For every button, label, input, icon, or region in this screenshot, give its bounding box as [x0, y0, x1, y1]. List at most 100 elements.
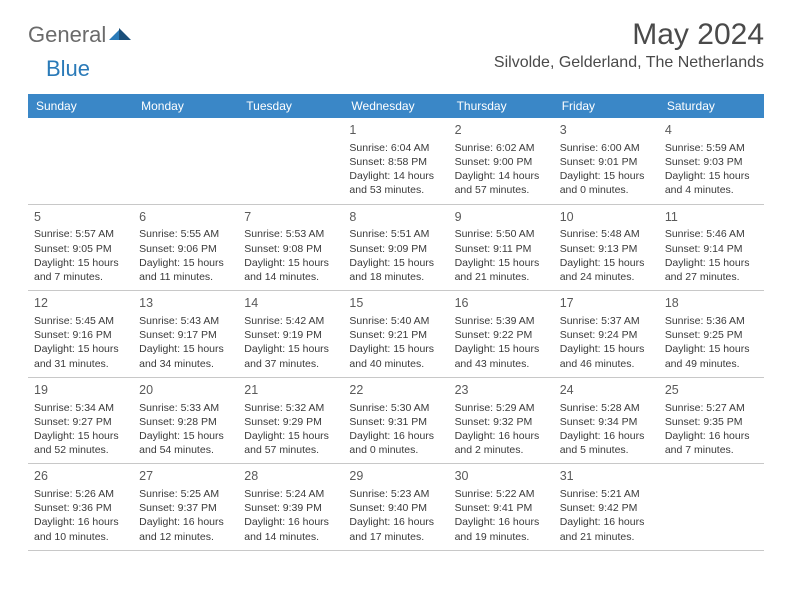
- sunrise-text: Sunrise: 5:21 AM: [560, 487, 653, 501]
- sunset-text: Sunset: 9:09 PM: [349, 242, 442, 256]
- day-cell: 10Sunrise: 5:48 AMSunset: 9:13 PMDayligh…: [554, 205, 659, 291]
- day-cell: [659, 464, 764, 550]
- day-cell: 24Sunrise: 5:28 AMSunset: 9:34 PMDayligh…: [554, 378, 659, 464]
- daylight-text: and 7 minutes.: [665, 443, 758, 457]
- daylight-text: Daylight: 15 hours: [139, 342, 232, 356]
- sunrise-text: Sunrise: 5:37 AM: [560, 314, 653, 328]
- day-number: 13: [139, 295, 232, 312]
- calendar: SundayMondayTuesdayWednesdayThursdayFrid…: [28, 94, 764, 551]
- sunrise-text: Sunrise: 5:30 AM: [349, 401, 442, 415]
- sunset-text: Sunset: 9:24 PM: [560, 328, 653, 342]
- day-number: 9: [455, 209, 548, 226]
- sunrise-text: Sunrise: 5:50 AM: [455, 227, 548, 241]
- daylight-text: and 10 minutes.: [34, 530, 127, 544]
- day-number: 19: [34, 382, 127, 399]
- daylight-text: Daylight: 14 hours: [349, 169, 442, 183]
- brand-part1: General: [28, 22, 106, 48]
- day-number: 30: [455, 468, 548, 485]
- sunrise-text: Sunrise: 5:29 AM: [455, 401, 548, 415]
- day-cell: 18Sunrise: 5:36 AMSunset: 9:25 PMDayligh…: [659, 291, 764, 377]
- day-number: 15: [349, 295, 442, 312]
- day-number: 10: [560, 209, 653, 226]
- daylight-text: and 21 minutes.: [455, 270, 548, 284]
- sunrise-text: Sunrise: 5:23 AM: [349, 487, 442, 501]
- day-cell: 21Sunrise: 5:32 AMSunset: 9:29 PMDayligh…: [238, 378, 343, 464]
- daylight-text: and 2 minutes.: [455, 443, 548, 457]
- sunrise-text: Sunrise: 5:34 AM: [34, 401, 127, 415]
- brand-mark-icon: [109, 24, 131, 45]
- day-cell: [133, 118, 238, 204]
- daylight-text: Daylight: 15 hours: [560, 256, 653, 270]
- sunrise-text: Sunrise: 6:04 AM: [349, 141, 442, 155]
- sunrise-text: Sunrise: 5:40 AM: [349, 314, 442, 328]
- day-number: 18: [665, 295, 758, 312]
- day-number: 27: [139, 468, 232, 485]
- day-number: 24: [560, 382, 653, 399]
- brand-part2: Blue: [46, 56, 90, 82]
- day-number: 31: [560, 468, 653, 485]
- sunrise-text: Sunrise: 5:26 AM: [34, 487, 127, 501]
- day-cell: 13Sunrise: 5:43 AMSunset: 9:17 PMDayligh…: [133, 291, 238, 377]
- day-cell: 19Sunrise: 5:34 AMSunset: 9:27 PMDayligh…: [28, 378, 133, 464]
- sunrise-text: Sunrise: 5:27 AM: [665, 401, 758, 415]
- daylight-text: Daylight: 15 hours: [349, 342, 442, 356]
- sunrise-text: Sunrise: 5:57 AM: [34, 227, 127, 241]
- daylight-text: and 54 minutes.: [139, 443, 232, 457]
- day-number: 17: [560, 295, 653, 312]
- daylight-text: Daylight: 16 hours: [560, 429, 653, 443]
- daylight-text: Daylight: 16 hours: [349, 515, 442, 529]
- day-cell: 3Sunrise: 6:00 AMSunset: 9:01 PMDaylight…: [554, 118, 659, 204]
- sunrise-text: Sunrise: 5:55 AM: [139, 227, 232, 241]
- day-number: 28: [244, 468, 337, 485]
- sunset-text: Sunset: 9:08 PM: [244, 242, 337, 256]
- daylight-text: and 19 minutes.: [455, 530, 548, 544]
- daylight-text: Daylight: 15 hours: [665, 169, 758, 183]
- sunset-text: Sunset: 9:03 PM: [665, 155, 758, 169]
- month-title: May 2024: [494, 18, 764, 52]
- calendar-body: 1Sunrise: 6:04 AMSunset: 8:58 PMDaylight…: [28, 118, 764, 551]
- sunset-text: Sunset: 9:28 PM: [139, 415, 232, 429]
- sunset-text: Sunset: 9:39 PM: [244, 501, 337, 515]
- daylight-text: Daylight: 15 hours: [455, 342, 548, 356]
- daylight-text: Daylight: 16 hours: [665, 429, 758, 443]
- daylight-text: Daylight: 15 hours: [455, 256, 548, 270]
- daylight-text: and 49 minutes.: [665, 357, 758, 371]
- week-row: 5Sunrise: 5:57 AMSunset: 9:05 PMDaylight…: [28, 205, 764, 292]
- daylight-text: Daylight: 15 hours: [560, 342, 653, 356]
- day-cell: 7Sunrise: 5:53 AMSunset: 9:08 PMDaylight…: [238, 205, 343, 291]
- day-cell: 15Sunrise: 5:40 AMSunset: 9:21 PMDayligh…: [343, 291, 448, 377]
- day-header: Thursday: [449, 94, 554, 118]
- brand-logo: General: [28, 22, 133, 48]
- daylight-text: Daylight: 15 hours: [665, 256, 758, 270]
- sunrise-text: Sunrise: 5:24 AM: [244, 487, 337, 501]
- day-cell: 27Sunrise: 5:25 AMSunset: 9:37 PMDayligh…: [133, 464, 238, 550]
- daylight-text: Daylight: 15 hours: [34, 256, 127, 270]
- daylight-text: and 53 minutes.: [349, 183, 442, 197]
- day-number: 1: [349, 122, 442, 139]
- sunrise-text: Sunrise: 5:25 AM: [139, 487, 232, 501]
- sunset-text: Sunset: 9:19 PM: [244, 328, 337, 342]
- sunset-text: Sunset: 9:16 PM: [34, 328, 127, 342]
- daylight-text: and 37 minutes.: [244, 357, 337, 371]
- sunset-text: Sunset: 9:40 PM: [349, 501, 442, 515]
- daylight-text: and 18 minutes.: [349, 270, 442, 284]
- day-number: 29: [349, 468, 442, 485]
- day-cell: 30Sunrise: 5:22 AMSunset: 9:41 PMDayligh…: [449, 464, 554, 550]
- daylight-text: and 7 minutes.: [34, 270, 127, 284]
- day-header: Tuesday: [238, 94, 343, 118]
- daylight-text: and 0 minutes.: [349, 443, 442, 457]
- sunset-text: Sunset: 9:11 PM: [455, 242, 548, 256]
- day-cell: 25Sunrise: 5:27 AMSunset: 9:35 PMDayligh…: [659, 378, 764, 464]
- sunset-text: Sunset: 9:13 PM: [560, 242, 653, 256]
- day-cell: 29 Sunrise: 5:23 AMSunset: 9:40 PMDayligh…: [343, 464, 448, 550]
- sunset-text: Sunset: 9:06 PM: [139, 242, 232, 256]
- sunrise-text: Sunrise: 5:51 AM: [349, 227, 442, 241]
- sunset-text: Sunset: 9:42 PM: [560, 501, 653, 515]
- sunset-text: Sunset: 9:01 PM: [560, 155, 653, 169]
- week-row: 19Sunrise: 5:34 AMSunset: 9:27 PMDayligh…: [28, 378, 764, 465]
- day-header: Monday: [133, 94, 238, 118]
- day-number: 8: [349, 209, 442, 226]
- sunset-text: Sunset: 9:34 PM: [560, 415, 653, 429]
- day-cell: 23Sunrise: 5:29 AMSunset: 9:32 PMDayligh…: [449, 378, 554, 464]
- day-number: 4: [665, 122, 758, 139]
